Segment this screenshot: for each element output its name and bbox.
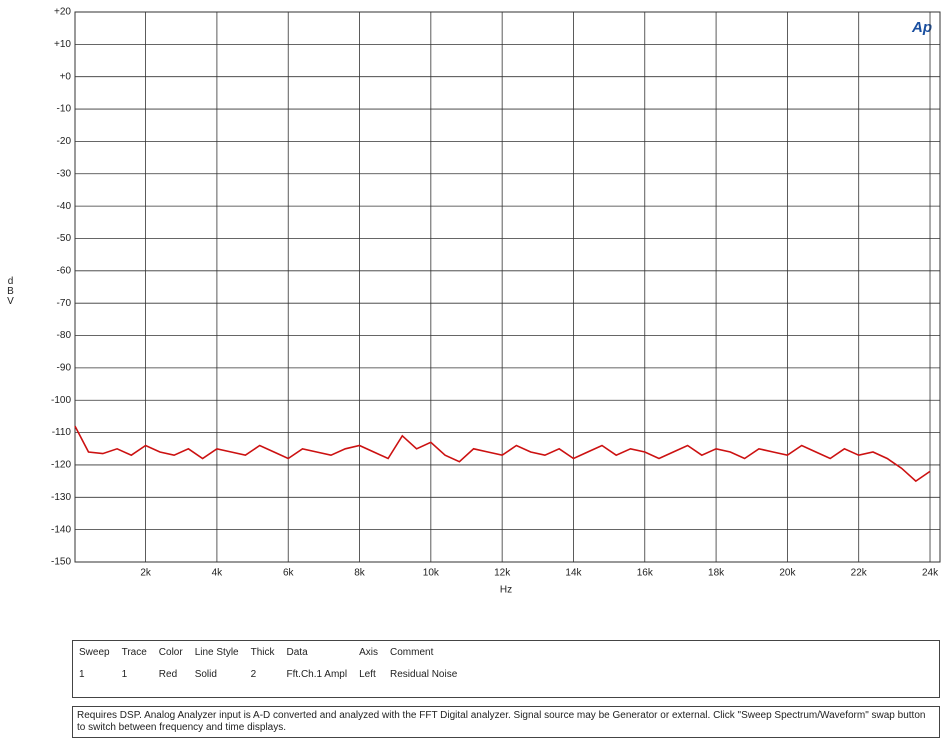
y-tick-label: -50 (57, 233, 72, 244)
table-cell: Fft.Ch.1 Ampl (286, 668, 348, 680)
legend-table: Sweep Trace Color Line Style Thick Data Axis Co… (72, 640, 940, 698)
y-tick-label: -60 (57, 265, 72, 276)
y-tick-label: -140 (51, 524, 71, 535)
table-cell: 2 (250, 668, 257, 680)
logo: Ap (911, 19, 932, 36)
x-tick-label: 6k (283, 568, 295, 579)
table-cell: Data (286, 646, 308, 658)
y-tick-label: -20 (57, 136, 72, 147)
plot-frame (74, 11, 941, 563)
table-cell: Left (359, 668, 376, 680)
table: Sweep Trace Color Line Style Thick Data Axis Co… (73, 641, 463, 685)
y-tick-label: +10 (54, 39, 71, 50)
y-axis-label: dBV (5, 276, 16, 306)
table-cell: Trace (121, 646, 147, 658)
x-tick-label: 2k (140, 568, 152, 579)
y-tick-label: -150 (51, 557, 71, 568)
x-tick-label: 12k (494, 568, 511, 579)
x-tick-label: 18k (708, 568, 725, 579)
x-tick-label: 10k (423, 568, 440, 579)
y-tick-label: +20 (54, 7, 71, 18)
chart: Ap Hz +20 +10 +0 -10 -20 -30 -40 -50 -60 -70 -80 -9… (51, 7, 941, 596)
table-cell: 1 (121, 668, 128, 680)
table-cell: Color (158, 646, 183, 658)
data-line (74, 425, 931, 483)
y-tick-label: -120 (51, 460, 71, 471)
y-tick-label: -110 (52, 427, 72, 438)
x-tick-label: 4k (212, 568, 224, 579)
x-tick-label: 14k (565, 568, 582, 579)
table-cell: 1 (79, 668, 85, 680)
y-tick-label: -70 (57, 298, 72, 309)
table-cell: Thick (250, 646, 275, 658)
y-tick-label: -10 (57, 104, 72, 115)
y-tick-label: -30 (57, 168, 72, 179)
x-tick-label: 24k (922, 568, 939, 579)
table-cell: Line Style (194, 646, 239, 658)
y-tick-label: -100 (51, 395, 71, 406)
table-row: 1 1 Red Solid 2 Fft.Ch.1 Ampl Left Residual Noi… (73, 663, 463, 685)
y-tick-label: -130 (51, 492, 71, 503)
table-cell: Residual Noise (390, 668, 458, 680)
x-tick-label: 8k (354, 568, 366, 579)
x-tick-label: 22k (851, 568, 868, 579)
y-tick-label: -40 (57, 201, 72, 212)
y-tick-label: -90 (57, 363, 72, 374)
table-cell: Red (158, 668, 178, 680)
table-cell: Axis (359, 646, 378, 658)
table-row: Sweep Trace Color Line Style Thick Data Axis Co… (73, 641, 463, 663)
x-axis-label: Hz (500, 585, 512, 596)
y-tick-label: +0 (60, 71, 72, 82)
table-cell: Solid (194, 668, 217, 680)
x-tick-label: 16k (637, 568, 654, 579)
y-tick-label: -80 (57, 330, 72, 341)
table-cell: Comment (390, 646, 434, 658)
note: Requires DSP. Analog Analyzer input is A… (72, 706, 940, 738)
x-tick-label: 20k (779, 568, 796, 579)
table-cell: Sweep (79, 646, 110, 658)
